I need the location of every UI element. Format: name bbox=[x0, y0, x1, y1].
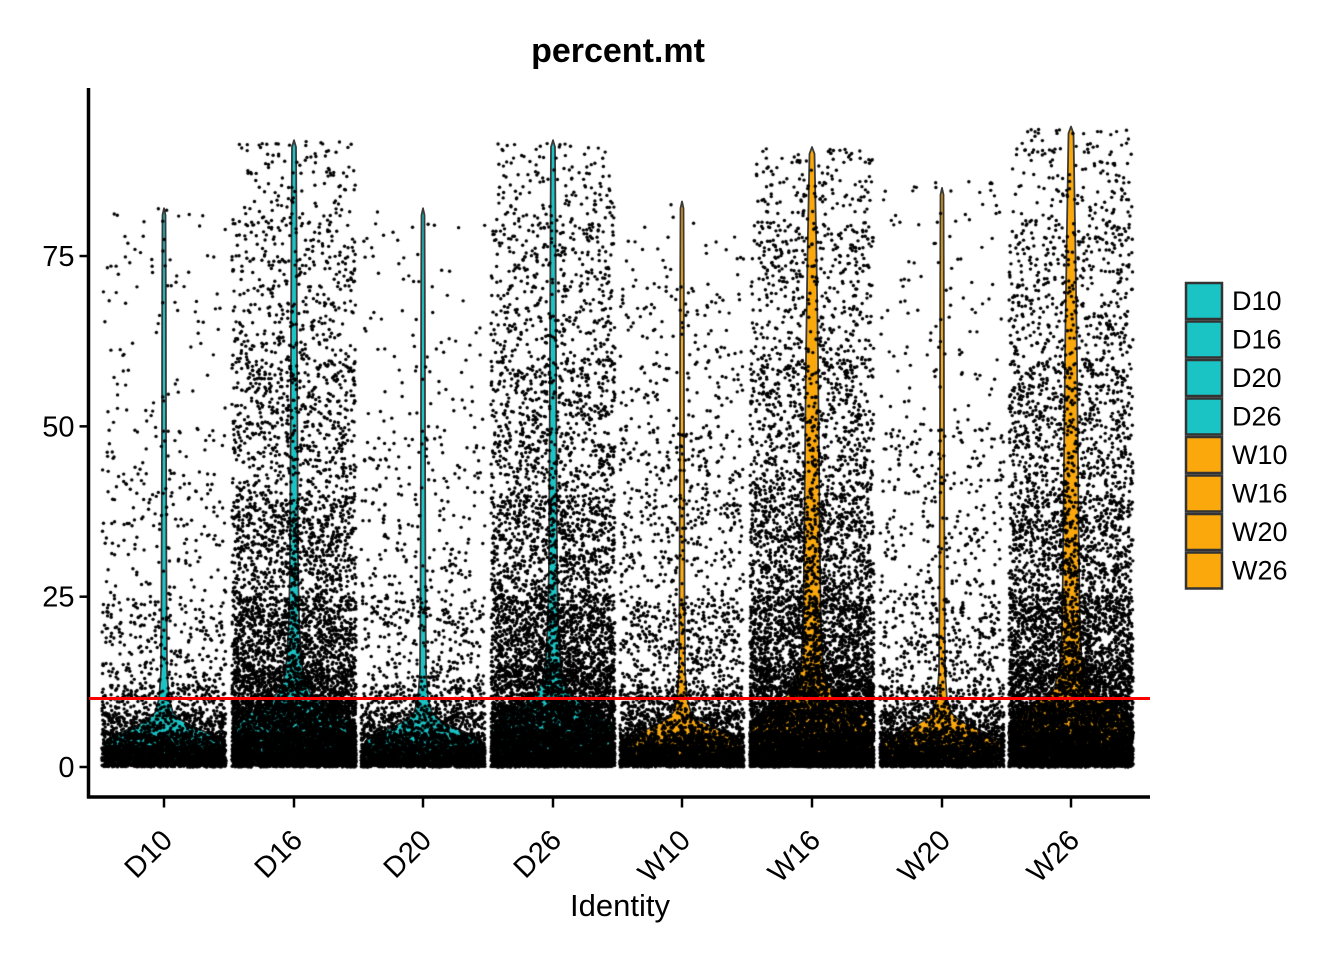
legend-swatch-D16 bbox=[1184, 320, 1224, 359]
x-tick-label: W26 bbox=[1021, 824, 1086, 889]
violin-W26 bbox=[1007, 125, 1135, 767]
legend-swatch-D20 bbox=[1184, 358, 1224, 398]
x-axis-title: Identity bbox=[570, 888, 670, 923]
y-tick-label: 25 bbox=[42, 582, 74, 614]
legend-swatch-W10 bbox=[1184, 435, 1224, 475]
y-tick-label: 50 bbox=[42, 411, 74, 443]
violin-D10 bbox=[103, 207, 225, 767]
legend-label-D20: D20 bbox=[1232, 363, 1282, 393]
legend-swatch-W16 bbox=[1184, 474, 1224, 513]
legend-label-D16: D16 bbox=[1232, 325, 1282, 355]
x-tick-label: D16 bbox=[249, 824, 309, 884]
x-tick-label: W16 bbox=[762, 824, 827, 889]
legend-swatch-D10 bbox=[1184, 281, 1224, 321]
x-tick-label: D26 bbox=[508, 824, 568, 884]
legend-label-W26: W26 bbox=[1232, 556, 1288, 586]
legend-label-D26: D26 bbox=[1232, 402, 1282, 432]
axes-layer: 0 25 50 75 D10 D16 D20 D26 W10 W16 W20 W26 bbox=[42, 88, 1150, 889]
x-tick-label: W20 bbox=[892, 824, 957, 889]
legend-label-D10: D10 bbox=[1232, 286, 1282, 316]
violin-D20 bbox=[362, 207, 484, 767]
legend-label-W16: W16 bbox=[1232, 479, 1288, 509]
legend-swatch-W20 bbox=[1184, 512, 1224, 552]
legend-swatch-D26 bbox=[1184, 397, 1224, 436]
legend-swatch-W26 bbox=[1184, 551, 1224, 590]
chart-title: percent.mt bbox=[531, 32, 705, 70]
legend: D10 D16 D20 D26 W10 W16 W20 W26 bbox=[1184, 281, 1288, 590]
x-tick-label: D20 bbox=[378, 824, 438, 884]
violins-layer bbox=[103, 125, 1135, 767]
legend-label-W20: W20 bbox=[1232, 517, 1288, 547]
y-tick-label: 75 bbox=[42, 241, 74, 273]
x-tick-label: W10 bbox=[632, 824, 697, 889]
y-tick-label: 0 bbox=[58, 752, 74, 784]
violin-W10 bbox=[621, 200, 743, 767]
legend-label-W10: W10 bbox=[1232, 440, 1288, 470]
violin-D16 bbox=[231, 139, 357, 767]
violin-W16 bbox=[748, 146, 876, 767]
x-tick-label: D10 bbox=[119, 824, 179, 884]
violin-W20 bbox=[881, 187, 1003, 767]
violin-D26 bbox=[490, 139, 616, 767]
threshold-line bbox=[88, 697, 1150, 701]
